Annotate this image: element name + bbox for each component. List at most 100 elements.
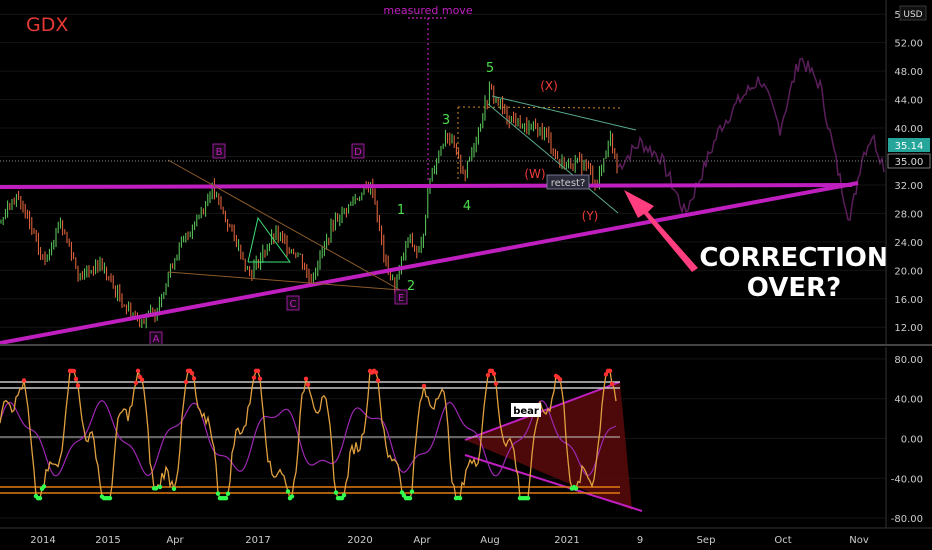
time-tick-label: Aug [480, 535, 500, 546]
oscillator-signal-dot [341, 492, 347, 498]
correction-text-line2: OVER? [747, 273, 841, 303]
oscillator-signal-dot [135, 368, 141, 374]
svg-text:USD: USD [903, 10, 922, 20]
oscillator-signal-dot [557, 377, 563, 382]
price-tick-label: 12.00 [894, 323, 923, 334]
oscillator-tick-label: 0.00 [901, 434, 923, 445]
oscillator-axis[interactable]: 80.00 40.00 0.00 -40.00 -80.00 [885, 347, 923, 528]
oscillator-signal-dot [71, 368, 77, 374]
oscillator-series [0, 368, 617, 501]
rising-support-line [0, 181, 859, 345]
oscillator-signal-dot [191, 376, 197, 381]
oscillator-signal-dot [257, 376, 263, 381]
oscillator-signal-dot [493, 381, 499, 386]
svg-text:A: A [153, 334, 160, 345]
correction-channel-bottom [487, 103, 619, 214]
price-tick-label: 20.00 [894, 266, 923, 277]
time-tick-label: Apr [413, 535, 431, 546]
oscillator-signal-dot [37, 495, 43, 501]
oscillator-signal-dot [225, 491, 231, 496]
time-tick-label: Nov [849, 535, 869, 546]
callout-arrow [624, 190, 698, 272]
oscillator-signal-dot [75, 383, 81, 388]
projected-path [617, 57, 885, 221]
oscillator-signal-dot [133, 380, 139, 385]
retest-label: retest? [546, 174, 590, 190]
bear-label: bear [511, 403, 541, 417]
projection-top [457, 106, 623, 109]
time-tick-label: 2020 [347, 535, 372, 546]
price-tick-label: 28.00 [894, 209, 923, 220]
wave-4: 4 [463, 199, 471, 214]
oscillator-signal-dot [457, 495, 463, 501]
svg-text:E: E [398, 293, 404, 304]
oscillator-signal-dot [375, 378, 381, 383]
oscillator-signal-dot [333, 490, 339, 495]
wave-label-a: A [149, 331, 163, 346]
time-tick-label: 2021 [554, 535, 579, 546]
price-tick-label: 40.00 [894, 124, 923, 135]
oscillator-signal-dot [607, 368, 613, 374]
oscillator-signal-dot [303, 376, 309, 382]
oscillator-signal-dot [73, 376, 79, 382]
oscillator-signal-dot [409, 489, 415, 494]
price-axis[interactable]: 56.0052.0048.0044.0040.0036.0032.0028.00… [885, 0, 931, 345]
wave-label-b: B [212, 143, 226, 159]
price-pane: GDX measured move CORRECTION OVER? A B C… [0, 4, 889, 346]
time-axis[interactable]: 2014 2015 Apr 2017 2020 Apr Aug 2021 9 Sep Oct Nov [0, 527, 932, 546]
oscillator-signal-dot [603, 372, 609, 377]
wave-w: (W) [524, 167, 545, 181]
price-tick-label: 24.00 [894, 238, 923, 249]
time-tick-label: Sep [697, 535, 716, 546]
wave-label-d: D [351, 143, 365, 159]
oscillator-signal-dot [153, 486, 159, 491]
svg-text:B: B [216, 147, 223, 158]
oscillator-signal-dot [485, 372, 491, 378]
price-series [0, 57, 885, 329]
svg-text:D: D [354, 147, 362, 158]
svg-text:bear: bear [513, 406, 539, 417]
time-tick-label: 2014 [30, 535, 55, 546]
correction-text-line1: CORRECTION [699, 243, 888, 273]
oscillator-signal-dot [157, 484, 163, 490]
time-tick-label: Oct [774, 535, 791, 546]
price-tick-label: 32.00 [894, 181, 923, 192]
svg-text:35.14: 35.14 [895, 141, 924, 152]
current-price-tag: 35.14 [888, 138, 930, 152]
oscillator-signal-dot [491, 371, 497, 376]
oscillator-signal-dot [223, 495, 229, 501]
price-tick-label: 48.00 [894, 67, 923, 78]
measured-move-label: measured move [383, 4, 472, 17]
oscillator-pane: bear [0, 358, 886, 519]
currency-badge: USD [899, 5, 927, 21]
oscillator-signal-dot [171, 486, 177, 492]
price-tick-label: 16.00 [894, 295, 923, 306]
wave-1: 1 [397, 203, 405, 218]
bear-wedge-lower [464, 454, 643, 512]
oscillator-tick-label: -80.00 [891, 514, 923, 525]
oscillator-signal-dot [305, 382, 311, 387]
wave-x: (X) [540, 79, 558, 93]
oscillator-signal-dot [525, 495, 531, 501]
small-triangle [247, 216, 291, 263]
horizontal-support-line [0, 183, 853, 189]
oscillator-signal-dot [399, 490, 405, 495]
oscillator-signal-dot [251, 375, 257, 380]
wave-2: 2 [407, 279, 415, 294]
svg-text:C: C [290, 299, 297, 310]
bear-wedge-upper [464, 381, 621, 441]
triangle-upper [167, 159, 401, 291]
correction-channel-top [491, 95, 637, 131]
oscillator-signal-dot [189, 371, 195, 376]
chart-title: GDX [26, 14, 68, 36]
oscillator-signal-dot [285, 489, 291, 494]
bear-wedge-fill [465, 382, 632, 510]
price-tick-label: 44.00 [894, 96, 923, 107]
oscillator-signal-dot [183, 379, 189, 385]
oscillator-signal-line [0, 400, 617, 477]
oscillator-tick-label: 80.00 [894, 355, 923, 366]
level-price-tag: 35.00 [887, 153, 931, 169]
oscillator-signal-dot [255, 368, 261, 374]
triangle-lower [167, 271, 401, 291]
